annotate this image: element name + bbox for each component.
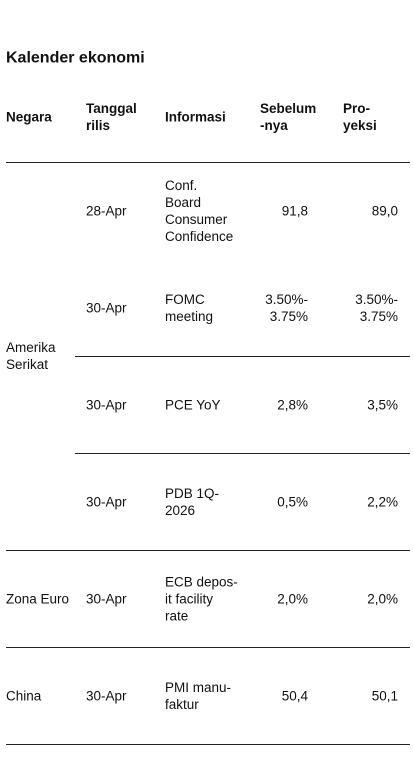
row-rule	[75, 356, 410, 357]
row-rule	[75, 453, 410, 454]
info: ECB depos- it facility rate	[165, 574, 238, 623]
country: Zona Euro	[6, 591, 70, 606]
previous: 91,8	[281, 203, 308, 218]
column-header: Sebelum -nya	[260, 101, 317, 133]
forecast: 3,5%	[367, 397, 398, 412]
row-rule	[6, 744, 410, 745]
forecast: 2,0%	[367, 591, 398, 606]
title: Kalender ekonomi	[6, 49, 145, 67]
country: China	[6, 688, 42, 703]
date: 30-Apr	[86, 688, 127, 703]
previous: 3.50%- 3.75%	[265, 291, 308, 324]
info: Conf. Board Consumer Confidence	[165, 177, 234, 244]
country: Amerika Serikat	[6, 340, 56, 372]
previous: 0,5%	[277, 494, 308, 509]
header-rule	[6, 162, 410, 163]
previous: 2,0%	[277, 591, 308, 606]
forecast: 3.50%- 3.75%	[355, 291, 398, 324]
date: 30-Apr	[86, 591, 127, 606]
column-header: Informasi	[165, 109, 226, 125]
forecast: 2,2%	[367, 494, 398, 509]
info: FOMC meeting	[165, 291, 214, 324]
forecast: 89,0	[371, 203, 398, 218]
column-header: Negara	[6, 109, 52, 125]
date: 30-Apr	[86, 397, 127, 412]
date: 30-Apr	[86, 300, 127, 315]
row-rule	[6, 550, 410, 551]
info: PMI manu- faktur	[165, 679, 232, 712]
column-header: Tanggal rilis	[86, 101, 137, 133]
previous: 2,8%	[277, 397, 308, 412]
forecast: 50,1	[371, 688, 398, 703]
row-rule	[6, 647, 410, 648]
info: PDB 1Q- 2026	[165, 485, 220, 518]
info: PCE YoY	[165, 397, 221, 412]
column-header: Pro- yeksi	[343, 101, 377, 133]
date: 28-Apr	[86, 203, 127, 218]
date: 30-Apr	[86, 494, 127, 509]
previous: 50,4	[281, 688, 308, 703]
